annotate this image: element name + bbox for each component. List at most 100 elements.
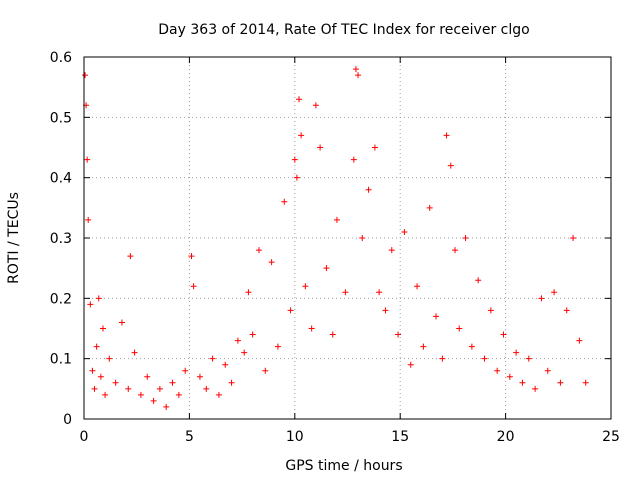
data-point — [262, 367, 269, 374]
data-point — [112, 379, 119, 386]
data-point — [293, 174, 300, 181]
data-point — [102, 391, 109, 398]
x-tick-label: 10 — [286, 429, 304, 445]
data-point — [420, 343, 427, 350]
data-point — [355, 72, 362, 79]
data-point — [519, 379, 526, 386]
data-point — [196, 373, 203, 380]
data-point — [268, 259, 275, 266]
data-point — [131, 349, 138, 356]
data-point — [125, 385, 132, 392]
data-point — [443, 132, 450, 139]
data-point — [127, 253, 134, 260]
x-tick-label: 25 — [602, 429, 620, 445]
data-point — [234, 337, 241, 344]
data-point — [570, 235, 577, 241]
data-point — [576, 337, 583, 344]
data-point — [506, 373, 513, 380]
data-point — [287, 307, 294, 314]
data-point — [95, 295, 102, 302]
data-point — [203, 385, 210, 392]
data-point — [563, 307, 570, 314]
data-point — [456, 325, 463, 332]
data-point — [87, 301, 94, 308]
y-tick-label: 0.5 — [50, 110, 72, 126]
data-point — [89, 367, 96, 374]
data-point — [350, 156, 357, 163]
data-point — [452, 247, 459, 254]
data-point — [582, 379, 589, 386]
y-axis-label: ROTI / TECUs — [6, 192, 22, 284]
data-point — [329, 331, 336, 338]
data-point — [312, 102, 319, 109]
data-point — [388, 247, 395, 254]
data-point — [557, 379, 564, 386]
data-point — [99, 325, 106, 332]
data-point — [475, 277, 482, 284]
data-point — [439, 355, 446, 362]
data-point — [106, 355, 113, 362]
data-point — [241, 349, 248, 356]
data-point — [382, 307, 389, 314]
data-point — [188, 253, 195, 260]
data-point — [281, 198, 288, 205]
data-point — [296, 96, 303, 103]
data-point — [118, 319, 125, 326]
data-point — [84, 156, 91, 163]
data-point — [333, 216, 340, 223]
x-tick-label: 5 — [185, 429, 194, 445]
y-tick-label: 0 — [63, 412, 72, 428]
data-point — [414, 283, 421, 290]
data-point — [468, 343, 475, 350]
data-point — [544, 367, 551, 374]
data-point — [323, 265, 330, 272]
x-axis-label: GPS time / hours — [285, 458, 402, 474]
data-point — [298, 132, 305, 139]
data-point — [538, 295, 545, 302]
y-tick-label: 0.1 — [50, 352, 72, 368]
data-point — [182, 367, 189, 374]
y-tick-label: 0.6 — [50, 50, 72, 66]
data-point — [371, 144, 378, 151]
data-point — [513, 349, 520, 356]
x-tick-label: 15 — [391, 429, 409, 445]
data-point — [433, 313, 440, 320]
data-point — [317, 144, 324, 151]
data-point — [525, 355, 532, 362]
data-point — [481, 355, 488, 362]
data-point — [209, 355, 216, 362]
data-point — [215, 391, 222, 398]
data-points — [82, 66, 589, 410]
data-point — [500, 331, 507, 338]
data-point — [274, 343, 281, 350]
data-point — [82, 72, 89, 79]
data-point — [532, 385, 539, 392]
data-point — [395, 331, 402, 338]
grid-lines — [84, 57, 611, 419]
data-point — [352, 66, 359, 73]
data-point — [222, 361, 229, 368]
data-point — [245, 289, 252, 296]
data-point — [291, 156, 298, 163]
chart-title: Day 363 of 2014, Rate Of TEC Index for r… — [158, 22, 529, 38]
data-point — [150, 397, 157, 404]
data-point — [407, 361, 414, 368]
data-point — [93, 343, 100, 350]
data-point — [487, 307, 494, 314]
data-point — [97, 373, 104, 380]
data-point — [255, 247, 262, 254]
data-point — [447, 162, 454, 169]
data-point — [342, 289, 349, 296]
data-point — [163, 403, 170, 410]
data-point — [462, 235, 469, 241]
y-tick-label: 0.2 — [50, 291, 72, 307]
data-point — [426, 204, 433, 211]
data-point — [190, 283, 197, 290]
data-point — [156, 385, 163, 392]
data-point — [376, 289, 383, 296]
data-point — [137, 391, 144, 398]
data-point — [175, 391, 182, 398]
data-point — [228, 379, 235, 386]
